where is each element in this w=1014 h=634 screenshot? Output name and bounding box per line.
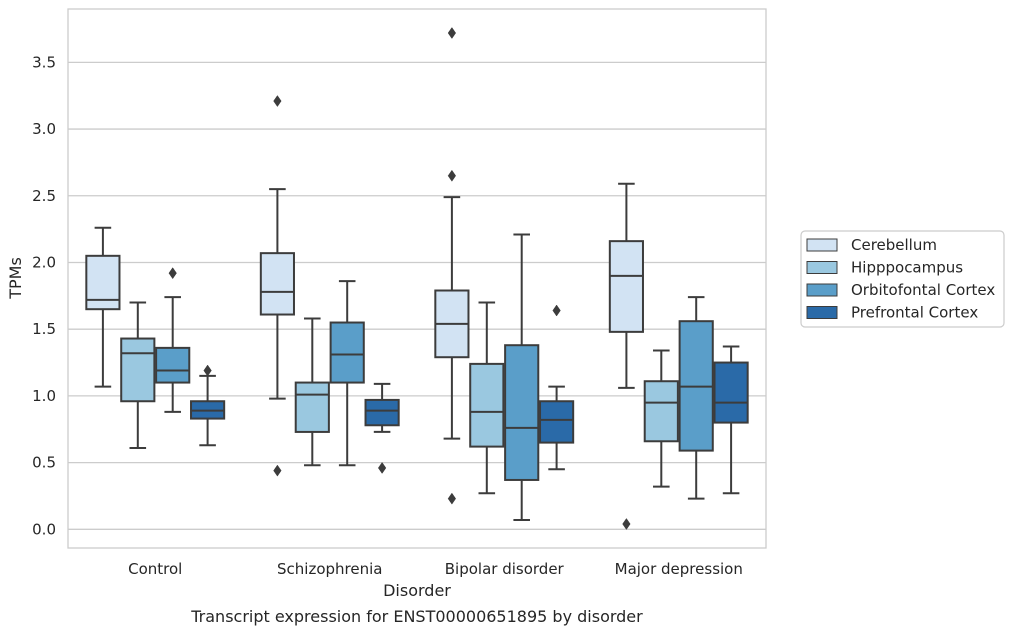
box xyxy=(643,349,679,488)
legend-label: Hipppocampus xyxy=(851,259,963,277)
y-axis-ticks: 0.0 0.5 1.0 1.5 2.0 2.5 3.0 3.5 xyxy=(32,53,56,538)
x-tick-label: Schizophrenia xyxy=(277,560,382,578)
outlier-point xyxy=(447,169,457,182)
box-body xyxy=(329,321,365,384)
box xyxy=(504,233,540,521)
box-body xyxy=(643,380,679,443)
grid-lines xyxy=(68,61,766,530)
outlier-point xyxy=(622,518,631,530)
outlier-point xyxy=(273,464,282,477)
box xyxy=(608,182,644,530)
box xyxy=(678,296,714,500)
box xyxy=(329,280,365,467)
box xyxy=(364,382,400,474)
outlier-point xyxy=(168,267,177,280)
box-series xyxy=(85,27,749,530)
x-tick-label: Bipolar disorder xyxy=(445,560,565,578)
y-tick-label: 1.5 xyxy=(32,320,56,338)
box xyxy=(434,27,470,505)
y-tick-label: 1.0 xyxy=(32,387,56,405)
x-axis-label: Disorder xyxy=(383,581,451,600)
box xyxy=(190,364,226,447)
plot-frame xyxy=(67,8,767,549)
y-tick-label: 2.0 xyxy=(32,253,56,271)
legend-swatch xyxy=(806,261,838,274)
outlier-point xyxy=(447,492,457,505)
outlier-point xyxy=(273,95,282,107)
y-tick-label: 3.0 xyxy=(32,120,56,138)
outlier-point xyxy=(203,364,212,377)
legend-swatch xyxy=(806,306,838,319)
box xyxy=(539,304,575,471)
box-body xyxy=(469,362,505,448)
legend-swatch xyxy=(806,238,838,252)
box-body xyxy=(539,400,575,444)
x-axis-ticks: Control Schizophrenia Bipolar disorder Majo… xyxy=(128,560,743,578)
box-body xyxy=(364,398,400,427)
y-tick-label: 3.5 xyxy=(32,53,56,71)
legend-label: Prefrontal Cortex xyxy=(851,304,978,322)
box-body xyxy=(120,337,156,403)
box xyxy=(259,95,295,477)
y-tick-label: 0.5 xyxy=(32,454,56,472)
box-body xyxy=(155,346,191,384)
box xyxy=(713,345,749,495)
y-tick-label: 0.0 xyxy=(32,520,56,538)
legend-frame xyxy=(800,230,1005,328)
legend-label: Orbitofontal Cortex xyxy=(851,281,995,299)
y-tick-label: 2.5 xyxy=(32,187,56,205)
box-body xyxy=(608,240,644,333)
legend-label: Cerebellum xyxy=(851,236,937,254)
box xyxy=(120,301,156,449)
x-tick-label: Control xyxy=(128,560,182,578)
box-body xyxy=(504,344,540,481)
box-body xyxy=(294,381,330,433)
outlier-point xyxy=(377,462,387,474)
outlier-point xyxy=(552,304,561,317)
y-axis-label: TPMs xyxy=(6,257,25,300)
chart-caption: Transcript expression for ENST0000065189… xyxy=(190,607,643,626)
x-tick-label: Major depression xyxy=(615,560,743,578)
legend: Cerebellum Hipppocampus Orbitofontal Corte… xyxy=(800,230,1005,328)
box xyxy=(155,267,191,413)
box-body xyxy=(713,361,749,424)
box-body xyxy=(85,254,121,311)
box xyxy=(85,226,121,388)
box-body xyxy=(259,252,295,316)
outlier-point xyxy=(447,27,457,39)
box xyxy=(294,317,330,467)
box xyxy=(469,301,505,495)
legend-swatch xyxy=(806,283,838,297)
